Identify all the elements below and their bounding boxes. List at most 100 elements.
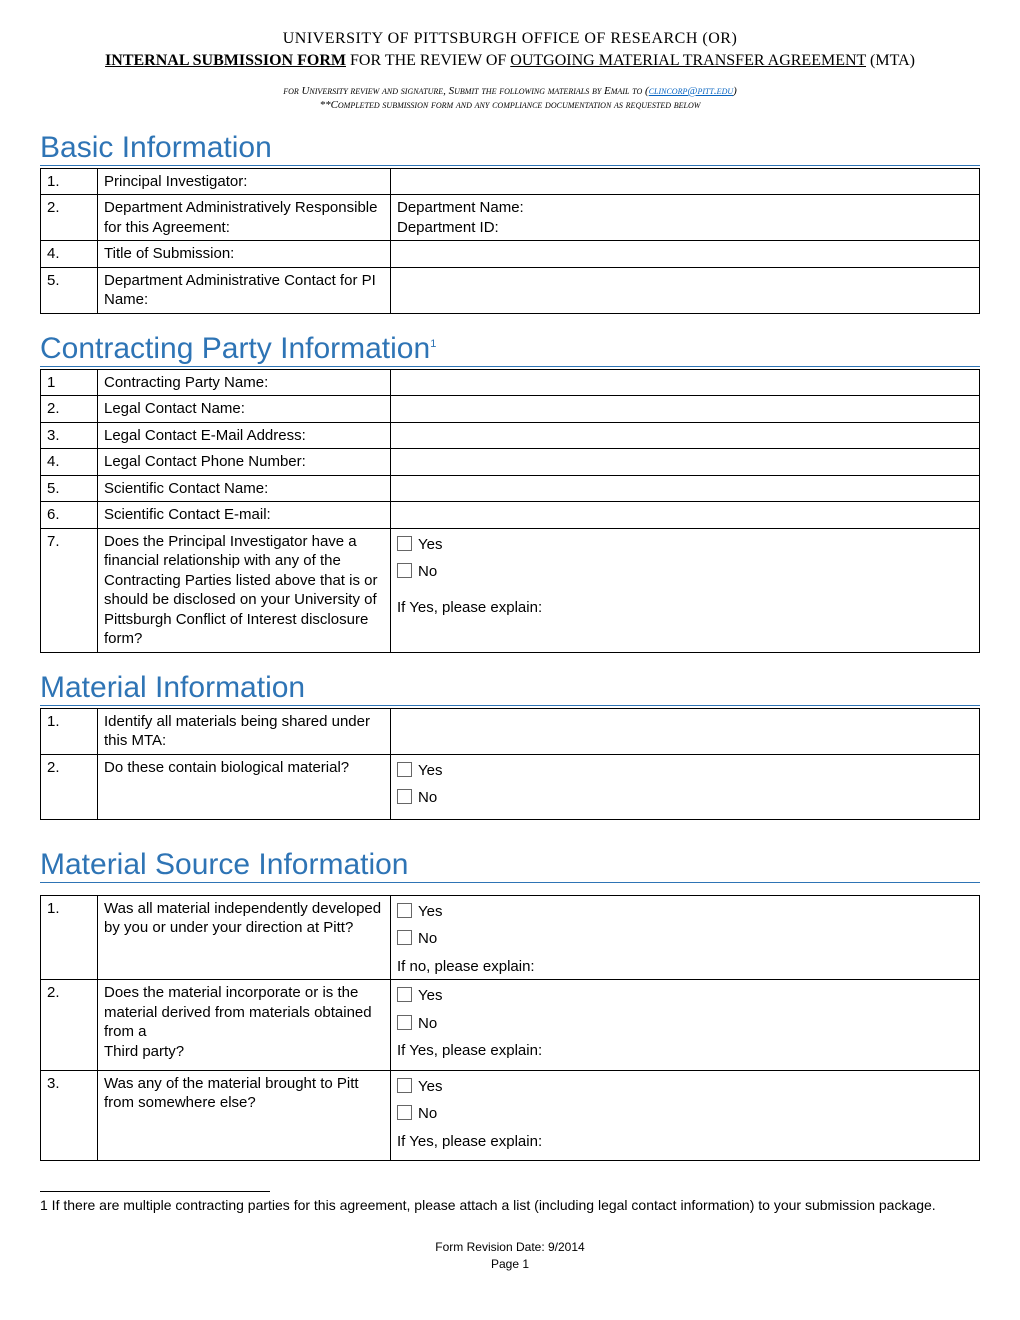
row-label: Identify all materials being shared unde…: [98, 708, 391, 754]
row-value[interactable]: [391, 502, 980, 529]
row-value[interactable]: [391, 475, 980, 502]
section-source-title: Material Source Information: [40, 848, 980, 883]
table-row: 1. Principal Investigator:: [41, 168, 980, 195]
row-value[interactable]: [391, 449, 980, 476]
table-row: 2. Do these contain biological material?…: [41, 754, 980, 819]
row-num: 1: [41, 369, 98, 396]
row-num: 2.: [41, 195, 98, 241]
row-label: Legal Contact E-Mail Address:: [98, 422, 391, 449]
no-label: No: [418, 1015, 437, 1032]
checkbox-yes[interactable]: [397, 1078, 412, 1093]
row-label: Does the material incorporate or is the …: [98, 980, 391, 1071]
checkbox-yes[interactable]: [397, 536, 412, 551]
row-num: 4.: [41, 449, 98, 476]
row-label: Legal Contact Phone Number:: [98, 449, 391, 476]
row-label: Principal Investigator:: [98, 168, 391, 195]
row-num: 6.: [41, 502, 98, 529]
footnote: 1 If there are multiple contracting part…: [40, 1196, 980, 1215]
basic-info-table: 1. Principal Investigator: 2. Department…: [40, 168, 980, 314]
row-num: 3.: [41, 422, 98, 449]
yes-label: Yes: [418, 903, 442, 920]
row-num: 2.: [41, 980, 98, 1071]
table-row: 4. Title of Submission:: [41, 241, 980, 268]
checkbox-no[interactable]: [397, 563, 412, 578]
dept-id-label: Department ID:: [397, 219, 499, 236]
section-material-title: Material Information: [40, 671, 980, 706]
row-label: Scientific Contact Name:: [98, 475, 391, 502]
row-num: 1.: [41, 708, 98, 754]
subheader-line1-pre: for University review and signature, Sub…: [283, 85, 649, 97]
table-row: 2. Does the material incorporate or is t…: [41, 980, 980, 1071]
row-label: Legal Contact Name:: [98, 396, 391, 423]
table-row: 4. Legal Contact Phone Number:: [41, 449, 980, 476]
footer: Form Revision Date: 9/2014 Page 1: [40, 1239, 980, 1273]
yes-label: Yes: [418, 536, 442, 553]
checkbox-yes[interactable]: [397, 987, 412, 1002]
row-value[interactable]: [391, 168, 980, 195]
row-value: Yes No: [391, 754, 980, 819]
section-contracting-title: Contracting Party Information1: [40, 332, 980, 367]
row-value: Yes No If Yes, please explain:: [391, 1070, 980, 1161]
row-label: Do these contain biological material?: [98, 754, 391, 819]
checkbox-no[interactable]: [397, 1105, 412, 1120]
row-num: 1.: [41, 895, 98, 980]
source-table: 1. Was all material independently develo…: [40, 895, 980, 1162]
contracting-table: 1 Contracting Party Name: 2. Legal Conta…: [40, 369, 980, 653]
subheader-line2: **Completed submission form and any comp…: [320, 99, 701, 111]
no-label: No: [418, 930, 437, 947]
follow-up-text: If Yes, please explain:: [397, 1132, 973, 1152]
checkbox-no[interactable]: [397, 789, 412, 804]
row-value[interactable]: Department Name: Department ID:: [391, 195, 980, 241]
row-label: Scientific Contact E-mail:: [98, 502, 391, 529]
row-value: Yes No If Yes, please explain:: [391, 528, 980, 652]
footnote-ref: 1: [430, 338, 436, 350]
footnote-num: 1: [40, 1197, 48, 1213]
header-org: UNIVERSITY OF PITTSBURGH OFFICE OF RESEA…: [40, 30, 980, 48]
row-num: 5.: [41, 475, 98, 502]
header-title-suffix: (MTA): [866, 52, 915, 69]
row-value[interactable]: [391, 241, 980, 268]
subheader-email-link[interactable]: clincorp@pitt.edu: [649, 85, 733, 97]
footer-page-prefix: Page: [491, 1257, 522, 1271]
row-value[interactable]: [391, 422, 980, 449]
table-row: 2. Legal Contact Name:: [41, 396, 980, 423]
table-row: 1. Was all material independently develo…: [41, 895, 980, 980]
row-label: Title of Submission:: [98, 241, 391, 268]
row-label: Was any of the material brought to Pitt …: [98, 1070, 391, 1161]
header-title-prefix: INTERNAL SUBMISSION FORM: [105, 52, 346, 69]
table-row: 6. Scientific Contact E-mail:: [41, 502, 980, 529]
subheader: for University review and signature, Sub…: [40, 84, 980, 113]
row-num: 3.: [41, 1070, 98, 1161]
no-label: No: [418, 563, 437, 580]
table-row: 3. Was any of the material brought to Pi…: [41, 1070, 980, 1161]
table-row: 1 Contracting Party Name:: [41, 369, 980, 396]
checkbox-yes[interactable]: [397, 903, 412, 918]
checkbox-no[interactable]: [397, 930, 412, 945]
checkbox-yes[interactable]: [397, 762, 412, 777]
row-label: Was all material independently developed…: [98, 895, 391, 980]
row-value[interactable]: [391, 267, 980, 313]
header-title-mid: FOR THE REVIEW OF: [346, 52, 510, 69]
yes-label: Yes: [418, 762, 442, 779]
no-label: No: [418, 1105, 437, 1122]
footer-page-num: 1: [522, 1257, 529, 1271]
footer-revision: Form Revision Date: 9/2014: [435, 1240, 584, 1254]
table-row: 7. Does the Principal Investigator have …: [41, 528, 980, 652]
material-table: 1. Identify all materials being shared u…: [40, 708, 980, 820]
dept-name-label: Department Name:: [397, 199, 524, 216]
table-row: 3. Legal Contact E-Mail Address:: [41, 422, 980, 449]
row-label: Does the Principal Investigator have a f…: [98, 528, 391, 652]
row-label: Department Administrative Contact for PI…: [98, 267, 391, 313]
table-row: 5. Department Administrative Contact for…: [41, 267, 980, 313]
row-num: 7.: [41, 528, 98, 652]
subheader-line1-post: ): [733, 85, 737, 97]
row-value[interactable]: [391, 708, 980, 754]
yes-label: Yes: [418, 987, 442, 1004]
row-num: 5.: [41, 267, 98, 313]
row-value[interactable]: [391, 369, 980, 396]
row-label: Department Administratively Responsible …: [98, 195, 391, 241]
row-value[interactable]: [391, 396, 980, 423]
checkbox-no[interactable]: [397, 1015, 412, 1030]
follow-up-text: If Yes, please explain:: [397, 598, 973, 618]
row-num: 1.: [41, 168, 98, 195]
